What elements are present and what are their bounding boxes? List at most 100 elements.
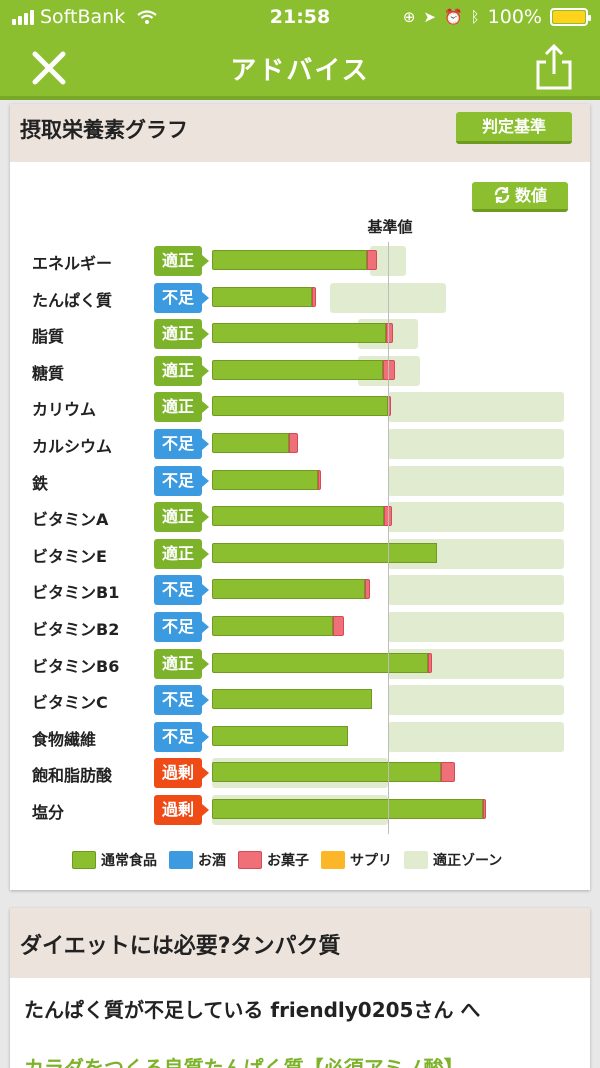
nutrient-name: 飽和脂肪酸: [32, 766, 113, 786]
battery-percent: 100%: [487, 6, 542, 28]
food-segment: [212, 579, 366, 600]
food-segment: [212, 506, 385, 527]
food-segment: [212, 725, 348, 746]
nutrient-name: 脂質: [32, 327, 65, 347]
optimal-zone: [388, 575, 564, 606]
intake-bar: [212, 506, 392, 527]
nutrient-row: ビタミンA 適正: [10, 500, 590, 534]
intake-bar: [212, 323, 394, 344]
food-segment: [212, 762, 441, 783]
nutrient-row: ビタミンB6 適正: [10, 647, 590, 681]
carrier-group: SoftBank: [12, 6, 157, 28]
snack-segment: [289, 433, 299, 453]
chart-legend: 通常食品 お酒 お菓子 サプリ 適正ゾーン: [72, 850, 502, 870]
optimal-zone: [388, 502, 564, 533]
optimal-zone: [388, 392, 564, 423]
nutrient-graph-card: 摂取栄養素グラフ 判定基準 数値 基準値 エネルギー 適正 たんぱく質 不足 脂質 適正糖…: [10, 104, 590, 890]
snack-segment: [312, 286, 316, 307]
intake-bar: [212, 469, 322, 490]
alarm-icon: ⏰: [443, 8, 463, 26]
food-segment: [212, 396, 388, 417]
intake-bar: [212, 725, 348, 746]
nutrient-name: 鉄: [32, 473, 49, 493]
optimal-zone: [388, 465, 564, 496]
intake-bar: [212, 542, 438, 563]
status-badge: 不足: [154, 282, 209, 313]
article-card[interactable]: ダイエットには必要?タンパク質 たんぱく質が不足している friendly020…: [10, 908, 590, 1068]
legend-swatch-alcohol: [169, 851, 193, 869]
snack-segment: [366, 250, 378, 270]
food-segment: [212, 689, 373, 710]
snack-segment: [428, 652, 432, 673]
article-card-header: ダイエットには必要?タンパク質: [10, 908, 590, 978]
food-segment: [212, 799, 484, 819]
nutrient-row: ビタミンE 適正: [10, 537, 590, 571]
legend-swatch-food: [72, 851, 96, 869]
nutrient-row: 食物繊維 不足: [10, 720, 590, 754]
intake-bar: [212, 359, 396, 380]
status-badge: 過剰: [154, 795, 209, 825]
food-segment: [212, 250, 367, 270]
nutrient-chart: 基準値 エネルギー 適正 たんぱく質 不足 脂質 適正 糖質 適正 カリウム 適正 カルシウム 不足鉄…: [10, 104, 590, 890]
nutrient-name: ビタミンB6: [32, 656, 120, 676]
nutrient-name: ビタミンB1: [32, 583, 120, 603]
food-segment: [212, 616, 334, 636]
article-link[interactable]: カラダをつくる良質たんぱく質【必須アミノ酸】: [24, 1056, 464, 1068]
intake-bar: [212, 579, 371, 600]
intake-bar: [212, 286, 316, 307]
show-values-button[interactable]: 数値: [472, 182, 568, 212]
reference-label: 基準値: [367, 218, 413, 236]
signal-icon: [12, 9, 34, 25]
page-title: アドバイス: [230, 56, 370, 86]
food-segment: [212, 469, 318, 490]
judge-criteria-button[interactable]: 判定基準: [456, 112, 572, 144]
legend-alcohol: お酒: [169, 850, 226, 870]
legend-label-supplement: サプリ: [350, 853, 392, 869]
bluetooth-icon: ᛒ: [470, 8, 480, 26]
legend-food: 通常食品: [72, 850, 157, 870]
share-icon[interactable]: [534, 44, 574, 90]
intake-bar: [212, 250, 378, 270]
food-segment: [212, 652, 429, 673]
snack-segment: [365, 579, 371, 600]
snack-segment: [384, 506, 392, 527]
intake-bar: [212, 799, 487, 819]
snack-segment: [317, 469, 322, 490]
article-subtitle: たんぱく質が不足している friendly0205さん へ: [24, 998, 481, 1022]
nutrient-name: 塩分: [32, 803, 65, 822]
nutrient-row: ビタミンB1 不足: [10, 573, 590, 607]
graph-card-header: 摂取栄養素グラフ 判定基準: [10, 104, 590, 162]
nutrient-name: 糖質: [32, 363, 65, 383]
nutrient-name: ビタミンB2: [32, 620, 120, 639]
article-title: ダイエットには必要?タンパク質: [20, 934, 341, 959]
clock: 21:58: [269, 6, 331, 28]
food-segment: [212, 359, 383, 380]
nutrient-row: 鉄 不足: [10, 464, 590, 498]
refresh-icon: [494, 187, 510, 203]
legend-swatch-snack: [238, 851, 262, 869]
legend-snack: お菓子: [238, 850, 309, 870]
nutrient-row: エネルギー 適正: [10, 244, 590, 278]
nutrient-name: カルシウム: [32, 437, 113, 456]
nutrient-name: カリウム: [32, 400, 97, 420]
status-badge: 不足: [154, 465, 209, 496]
status-badge: 適正: [154, 319, 209, 350]
nutrient-row: ビタミンC 不足: [10, 683, 590, 717]
status-badge: 適正: [154, 246, 209, 276]
intake-bar: [212, 652, 432, 673]
legend-supplement: サプリ: [321, 850, 392, 870]
snack-segment: [483, 799, 487, 819]
snack-segment: [333, 616, 344, 636]
show-values-label: 数値: [514, 186, 547, 205]
nutrient-name: ビタミンA: [32, 510, 109, 530]
nutrient-row: カルシウム 不足: [10, 427, 590, 461]
nutrient-row: ビタミンB2 不足: [10, 610, 590, 644]
close-icon[interactable]: [30, 50, 68, 86]
optimal-zone: [388, 429, 564, 459]
carrier-name: SoftBank: [40, 6, 126, 28]
intake-bar: [212, 762, 455, 783]
intake-bar: [212, 689, 373, 710]
legend-swatch-supplement: [321, 851, 345, 869]
food-segment: [212, 323, 387, 344]
optimal-zone: [329, 282, 447, 313]
